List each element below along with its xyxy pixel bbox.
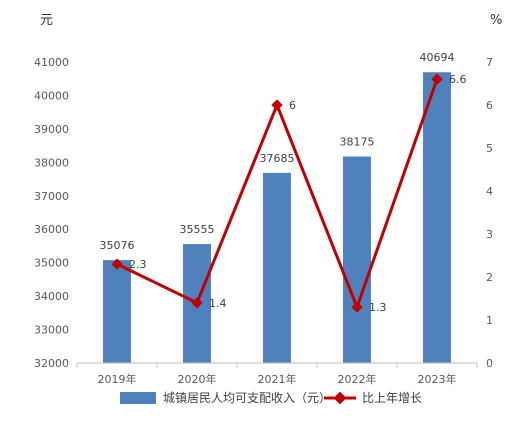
line-value-labels: 2.3 1.4 6 1.3 6.6 <box>129 73 467 314</box>
bar <box>103 260 131 363</box>
growth-value-label: 2.3 <box>129 258 147 271</box>
x-category-label: 2022年 <box>338 372 377 386</box>
bar <box>423 72 451 363</box>
bar-value-label: 38175 <box>340 135 375 148</box>
left-tick-label: 41000 <box>34 56 69 69</box>
bar-value-labels: 35076 35555 37685 38175 40694 <box>100 51 455 252</box>
growth-value-label: 1.3 <box>369 301 387 314</box>
x-category-label: 2020年 <box>178 372 217 386</box>
growth-point <box>191 297 203 309</box>
x-category-label: 2023年 <box>418 372 457 386</box>
left-tick-label: 37000 <box>34 190 69 203</box>
x-axis: 2019年 2020年 2021年 2022年 2023年 <box>76 362 478 386</box>
right-tick-label: 2 <box>486 271 493 284</box>
legend-line-marker <box>333 391 347 405</box>
legend-bar-swatch <box>120 392 156 404</box>
right-tick-label: 1 <box>486 314 493 327</box>
left-tick-label: 40000 <box>34 89 69 102</box>
bar-value-label: 35076 <box>100 239 135 252</box>
right-tick-label: 6 <box>486 99 493 112</box>
left-tick-label: 35000 <box>34 257 69 270</box>
right-tick-label: 0 <box>486 357 493 370</box>
right-axis-unit: % <box>490 13 502 28</box>
bar-value-label: 35555 <box>180 223 215 236</box>
legend-line-label: 比上年增长 <box>362 391 422 405</box>
bar <box>263 172 291 363</box>
bar-value-label: 40694 <box>420 51 455 64</box>
right-axis-ticks: 0 1 2 3 4 5 6 7 <box>486 56 493 370</box>
right-tick-label: 5 <box>486 142 493 155</box>
legend-bar-label: 城镇居民人均可支配收入（元） <box>163 391 331 405</box>
bar <box>343 156 371 363</box>
left-tick-label: 32000 <box>34 357 69 370</box>
left-axis-ticks: 32000 33000 34000 35000 36000 37000 38000 39000… <box>34 56 69 370</box>
left-tick-label: 34000 <box>34 290 69 303</box>
growth-point <box>271 99 283 111</box>
growth-point <box>351 301 363 313</box>
growth-value-label: 6 <box>289 99 296 112</box>
left-tick-label: 38000 <box>34 156 69 169</box>
left-axis-unit: 元 <box>40 13 53 28</box>
left-tick-label: 39000 <box>34 123 69 136</box>
right-tick-label: 7 <box>486 56 493 69</box>
legend: 城镇居民人均可支配收入（元） 比上年增长 <box>120 391 422 405</box>
left-tick-label: 36000 <box>34 223 69 236</box>
x-category-label: 2021年 <box>258 372 297 386</box>
growth-value-label: 1.4 <box>209 297 227 310</box>
left-tick-label: 33000 <box>34 324 69 337</box>
bar-series <box>103 72 451 363</box>
right-tick-label: 4 <box>486 185 493 198</box>
growth-value-label: 6.6 <box>449 73 467 86</box>
bar-value-label: 37685 <box>260 152 295 165</box>
x-category-label: 2019年 <box>98 372 137 386</box>
right-tick-label: 3 <box>486 228 493 241</box>
